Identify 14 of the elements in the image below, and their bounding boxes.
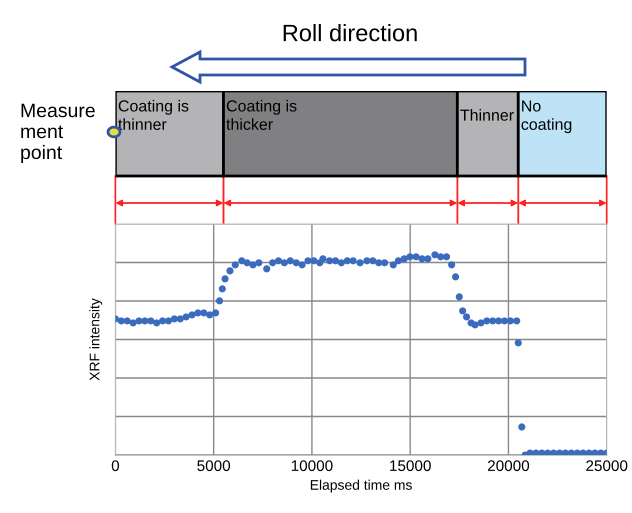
x-tick-label: 15000: [390, 460, 431, 472]
x-axis-title: Elapsed time ms: [310, 480, 412, 493]
series-label: Coating is thicker: [226, 100, 296, 130]
x-tick-label: 0: [112, 460, 120, 472]
series-label: Coating is thinner: [118, 100, 188, 130]
x-tick-label: 5000: [197, 460, 230, 472]
text: Roll direction: [284, 24, 417, 42]
x-tick-label: 20000: [488, 460, 530, 472]
x-tick-label: 25000: [586, 460, 628, 472]
series-label: Thinner: [460, 109, 514, 121]
x-tick-label: 10000: [292, 460, 333, 472]
y-axis-title: XRF intensity: [89, 298, 102, 380]
series-label: No coating: [522, 100, 572, 134]
text: Measure ment point: [21, 104, 95, 164]
